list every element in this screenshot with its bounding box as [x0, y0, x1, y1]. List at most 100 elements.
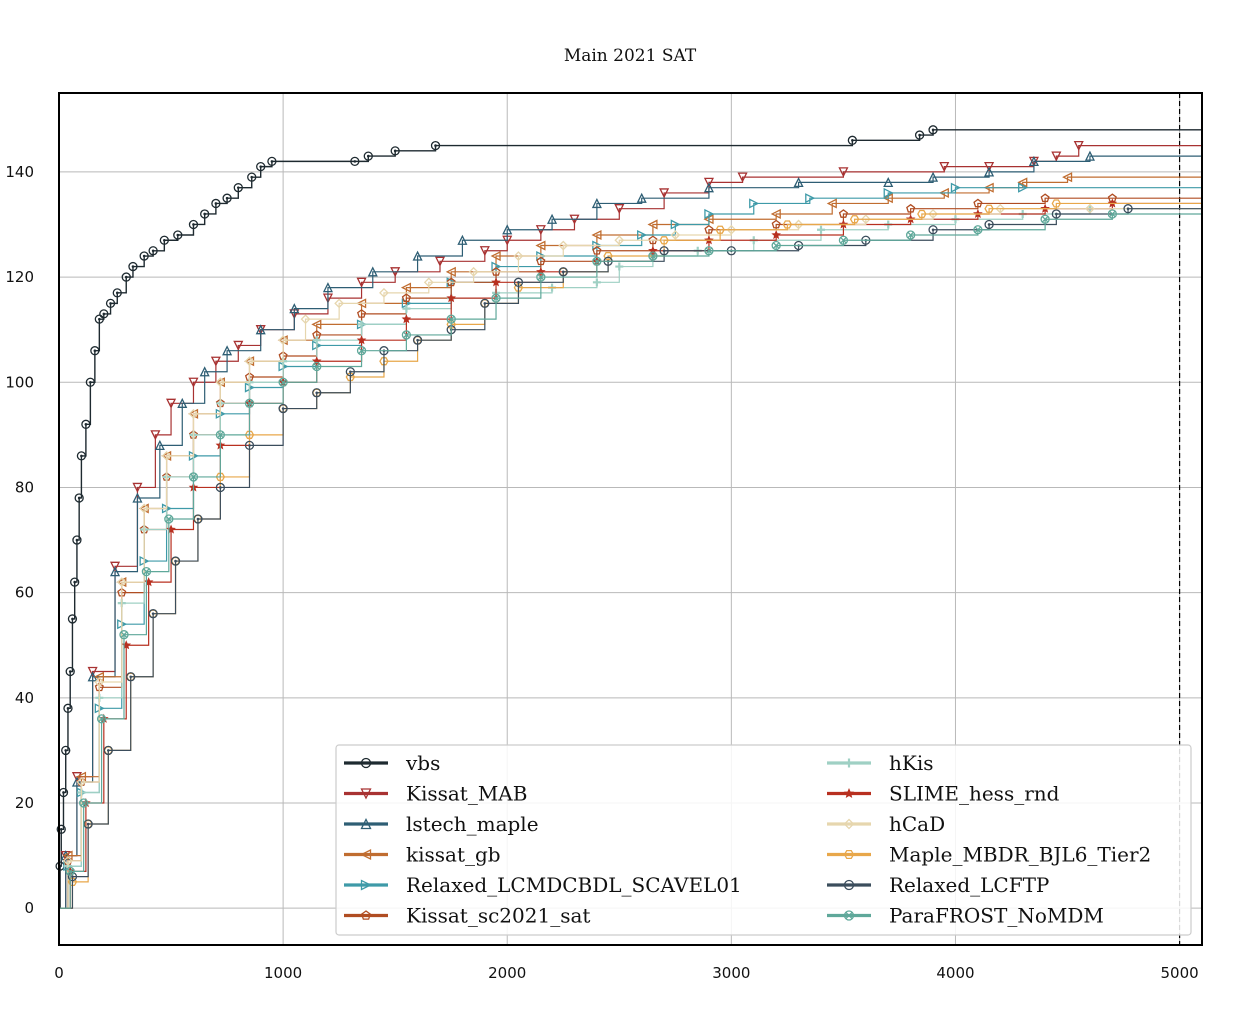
data-point [289, 303, 300, 314]
data-point-dot [281, 407, 285, 410]
legend-label: SLIME_hess_rnd [889, 782, 1060, 806]
data-point-dot [662, 249, 666, 253]
data-point [367, 266, 378, 277]
data-point [513, 277, 524, 287]
data-point [1062, 172, 1073, 183]
data-point [737, 172, 748, 183]
data-point [161, 450, 172, 461]
data-point [659, 236, 669, 245]
data-point [358, 347, 365, 354]
data-point [468, 266, 479, 277]
data-point [199, 366, 210, 377]
data-point [177, 397, 188, 408]
data-point-dot [561, 270, 565, 274]
data-point [845, 911, 853, 920]
legend-item: ParaFROST_NoMDM [827, 904, 1104, 928]
data-point [615, 262, 624, 271]
data-point [312, 361, 322, 372]
legend-label: ParaFROST_NoMDM [889, 904, 1104, 928]
data-point [233, 183, 243, 193]
x-tick-label: 5000 [1160, 964, 1198, 982]
data-point [94, 677, 105, 687]
data-point [139, 251, 149, 261]
legend-item: hCaD [827, 812, 945, 836]
data-point-dot [483, 302, 487, 305]
data-point-dot [434, 144, 437, 147]
data-point [1028, 155, 1039, 167]
data-point [703, 182, 714, 193]
data-point [513, 283, 524, 292]
data-point [771, 229, 781, 240]
data-point [838, 167, 849, 178]
data-point [928, 225, 938, 235]
data-point [793, 176, 804, 188]
data-point-dot [1126, 207, 1130, 211]
data-point [56, 824, 66, 834]
data-point [379, 357, 389, 366]
data-point [210, 356, 221, 367]
data-point [311, 319, 322, 330]
data-point [119, 630, 129, 640]
data-point [1085, 203, 1095, 214]
data-point [401, 314, 412, 324]
data-point-dot [115, 291, 119, 295]
data-point [379, 287, 389, 298]
data-point-dot [64, 749, 68, 752]
data-point [637, 229, 648, 241]
data-point [1040, 214, 1050, 224]
data-point [360, 788, 372, 800]
legend-label: Maple_MBDR_BJL6_Tier2 [889, 843, 1151, 867]
data-point [61, 745, 71, 756]
data-point-dot [89, 380, 92, 384]
data-point [838, 235, 849, 245]
data-point-dot [98, 317, 101, 321]
data-point [99, 309, 109, 319]
series-line [59, 202, 1202, 909]
data-point [670, 230, 681, 240]
data-point [357, 320, 366, 329]
data-point [313, 363, 320, 370]
data-point-dot [107, 749, 110, 752]
data-point [591, 229, 602, 241]
series-line [59, 208, 1202, 909]
data-point [360, 818, 372, 830]
data-point [81, 419, 91, 429]
data-point [659, 188, 670, 199]
data-point-dot [315, 391, 319, 395]
data-point-dot [109, 302, 112, 305]
data-point [356, 346, 367, 356]
data-point [536, 272, 546, 282]
data-point-dot [225, 196, 229, 200]
data-point [80, 799, 87, 807]
data-point [670, 219, 681, 230]
data-point [109, 566, 121, 577]
legend-label: kissat_gb [406, 843, 501, 867]
series-hCaD [59, 203, 1202, 909]
data-point [974, 226, 982, 234]
data-point [917, 209, 927, 219]
data-point [973, 198, 983, 208]
data-point [1051, 199, 1062, 208]
data-point [843, 849, 855, 860]
data-point-dot [353, 160, 357, 163]
data-point [536, 256, 546, 266]
data-point [491, 293, 501, 303]
data-point-dot [77, 496, 81, 500]
data-point [173, 230, 183, 240]
series-ParaFROST_NoMDM [59, 209, 1202, 909]
data-point [838, 209, 848, 218]
data-point [87, 666, 98, 677]
data-point-dot [73, 580, 76, 584]
data-point [278, 403, 288, 414]
data-point [116, 577, 127, 588]
data-point-dot [80, 454, 83, 458]
data-point [648, 235, 658, 245]
data-point [603, 251, 613, 261]
y-tick-label: 100 [5, 373, 34, 391]
data-point [479, 246, 490, 257]
series-line [59, 208, 1202, 909]
data-point [222, 193, 232, 203]
data-point [217, 431, 224, 439]
data-point-dot [987, 223, 991, 226]
data-point-dot [259, 165, 263, 168]
